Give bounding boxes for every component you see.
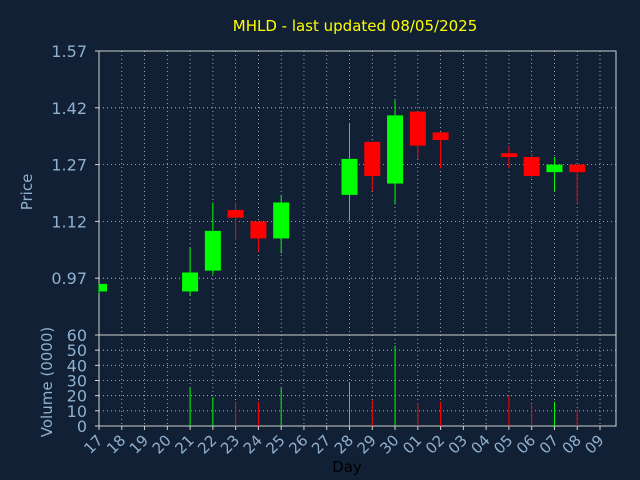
candle-body <box>227 210 244 218</box>
price-axis-label: Price <box>18 174 36 211</box>
volume-axis-label: Volume (0000) <box>38 327 56 437</box>
price-tick-label: 0.97 <box>51 269 87 288</box>
price-tick-label: 1.42 <box>51 99 87 118</box>
volume-panel-frame <box>98 334 617 427</box>
volume-tick-label: 60 <box>67 326 87 345</box>
candle-body <box>182 272 199 292</box>
volume-tick-label: 30 <box>67 372 87 391</box>
volume-tick-label: 40 <box>67 356 87 375</box>
candle-body <box>546 164 563 173</box>
chart-title: MHLD - last updated 08/05/2025 <box>233 17 478 35</box>
price-tick-label: 1.57 <box>51 42 87 61</box>
volume-tick-label: 0 <box>77 417 87 436</box>
volume-tick-label: 10 <box>67 402 87 421</box>
candle-body <box>250 221 267 239</box>
candle-body <box>387 115 404 184</box>
price-tick-label: 1.12 <box>51 212 87 231</box>
candle-body <box>500 153 517 158</box>
volume-tick-label: 20 <box>67 387 87 406</box>
x-axis-label: Day <box>332 458 362 476</box>
candle-body <box>204 230 221 271</box>
volume-tick-label: 50 <box>67 341 87 360</box>
candle-body <box>409 111 426 146</box>
candle-body <box>523 157 540 176</box>
candle-body <box>364 141 381 176</box>
x-tick-label: 09 <box>581 431 607 457</box>
candle-body <box>99 283 107 292</box>
candle-body <box>432 132 449 140</box>
x-tick-labels: 1718192021222324252627282930010203040506… <box>80 426 608 458</box>
candle-body <box>341 158 358 195</box>
candle-body <box>273 202 290 239</box>
candle-body <box>569 164 586 173</box>
price-panel: 1.57 1.42 1.27 1.12 0.97 <box>51 42 617 336</box>
price-tick-label: 1.27 <box>51 156 87 175</box>
